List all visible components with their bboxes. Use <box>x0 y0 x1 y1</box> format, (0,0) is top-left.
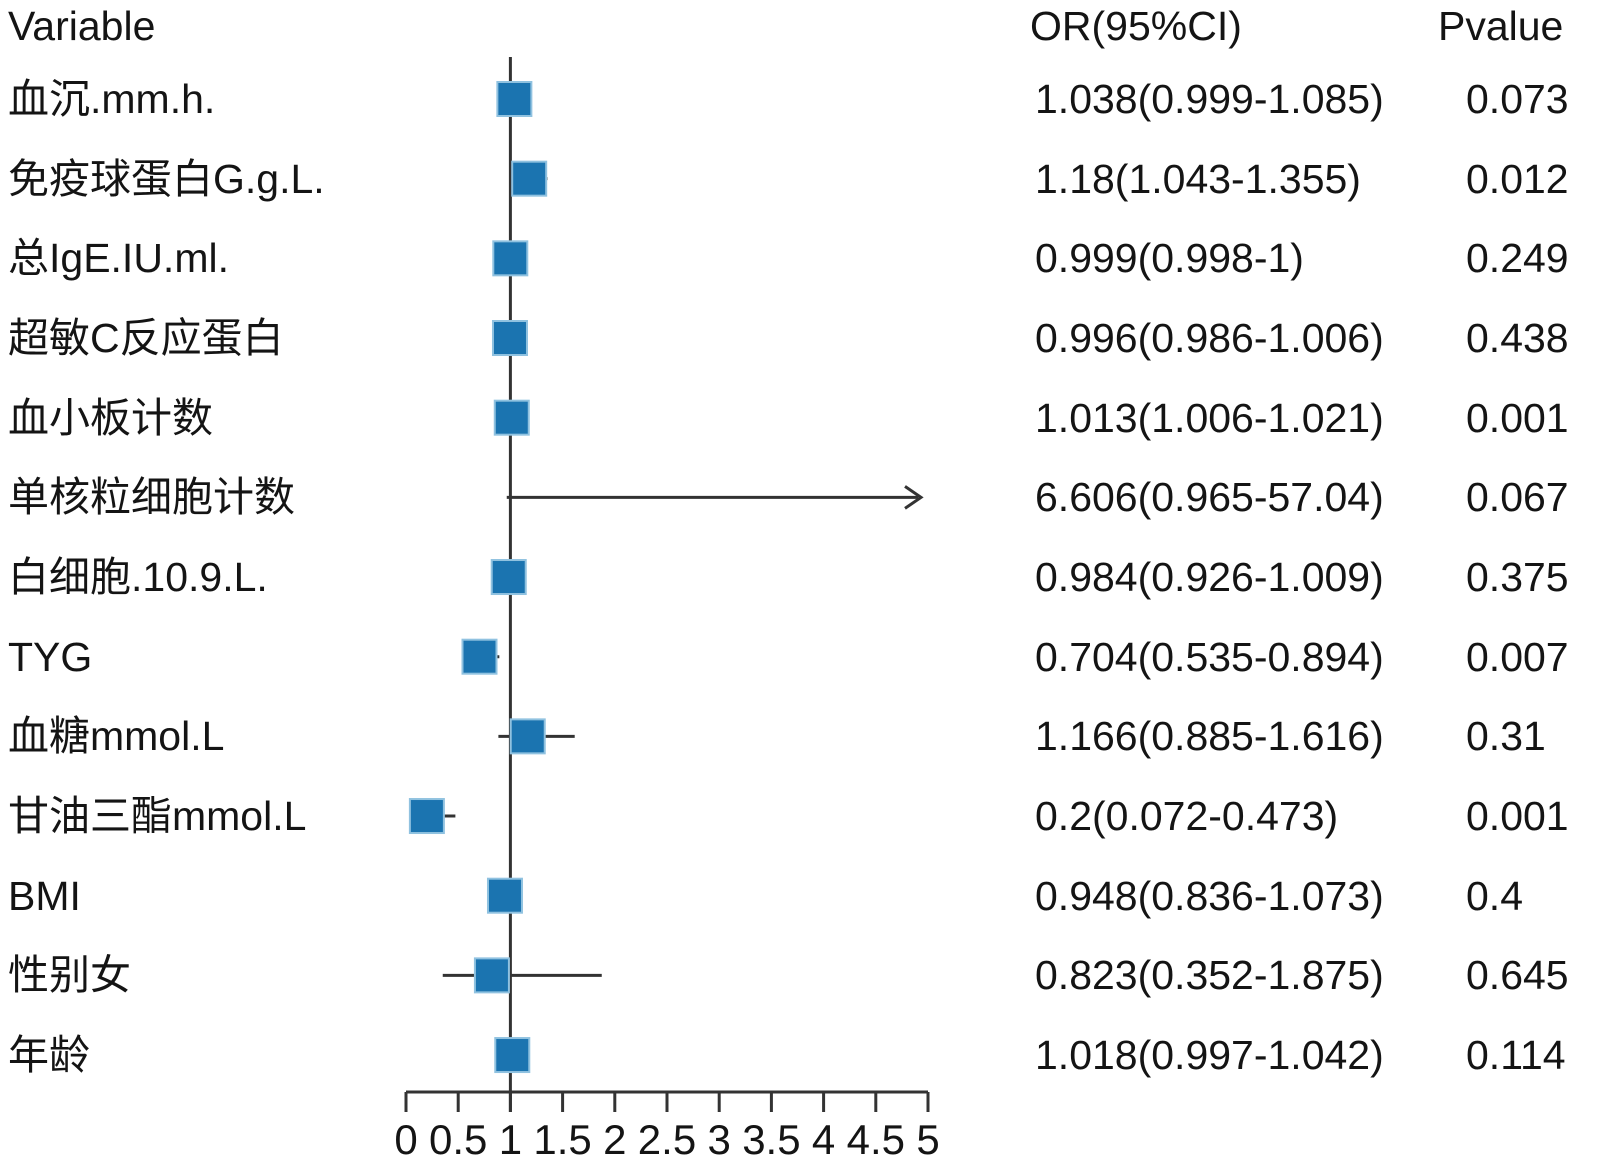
pvalue-value: 0.4 <box>1466 872 1523 919</box>
x-axis-tick-label: 5 <box>916 1116 940 1163</box>
column-header-pvalue: Pvalue <box>1438 3 1564 49</box>
or-ci-value: 0.948(0.836-1.073) <box>1035 872 1384 919</box>
row-label: 甘油三酯mmol.L <box>8 793 307 840</box>
pvalue-value: 0.001 <box>1466 793 1569 840</box>
x-axis-tick-label: 0.5 <box>428 1116 488 1163</box>
x-axis-tick-label: 1.5 <box>533 1116 592 1163</box>
pvalue-value: 0.375 <box>1466 554 1569 601</box>
pvalue-value: 0.31 <box>1466 713 1546 760</box>
row-label: 单核粒细胞计数 <box>8 474 295 521</box>
column-header-variable: Variable <box>8 3 156 49</box>
x-axis-tick-label: 1 <box>498 1116 523 1163</box>
arrow-head-icon <box>904 485 924 510</box>
or-square <box>509 718 546 755</box>
x-axis-tick-label: 2 <box>603 1116 627 1163</box>
or-square <box>491 320 528 357</box>
x-axis-tick-label: 4 <box>811 1116 836 1163</box>
or-ci-value: 0.996(0.986-1.006) <box>1035 315 1384 361</box>
or-square <box>493 399 530 436</box>
row-label: 免疫球蛋白G.g.L. <box>8 155 325 202</box>
x-axis-tick-label: 3.5 <box>742 1116 801 1163</box>
pvalue-value: 0.007 <box>1466 633 1569 680</box>
or-square <box>490 559 527 596</box>
x-axis-tick-label: 4.5 <box>846 1116 905 1163</box>
row-label: 年龄 <box>8 1032 90 1079</box>
row-label: 超敏C反应蛋白 <box>8 315 284 361</box>
or-ci-value: 0.999(0.998-1) <box>1035 235 1304 282</box>
row-label: 血糖mmol.L <box>8 713 225 760</box>
or-square <box>492 240 529 277</box>
or-square <box>473 957 510 994</box>
row-label: BMI <box>8 872 81 919</box>
pvalue-value: 0.001 <box>1466 394 1569 441</box>
x-axis-tick-label: 0 <box>394 1116 418 1163</box>
row-label: 性别女 <box>8 952 131 999</box>
pvalue-value: 0.438 <box>1466 315 1569 361</box>
pvalue-value: 0.073 <box>1466 76 1569 122</box>
or-ci-value: 0.2(0.072-0.473) <box>1035 793 1339 840</box>
or-ci-value: 0.823(0.352-1.875) <box>1035 952 1384 999</box>
column-header-or: OR(95%CI) <box>1030 3 1242 49</box>
or-ci-value: 6.606(0.965-57.04) <box>1035 474 1384 521</box>
x-axis-tick-label: 2.5 <box>637 1116 697 1163</box>
pvalue-value: 0.012 <box>1466 155 1569 202</box>
row-label: 总IgE.IU.ml. <box>8 235 229 282</box>
row-label: 血沉.mm.h. <box>8 76 216 122</box>
row-label: TYG <box>8 633 93 680</box>
or-ci-value: 1.018(0.997-1.042) <box>1035 1032 1384 1079</box>
or-ci-value: 1.013(1.006-1.021) <box>1035 394 1384 441</box>
pvalue-value: 0.249 <box>1466 235 1569 282</box>
or-square <box>461 638 498 675</box>
or-ci-value: 0.704(0.535-0.894) <box>1035 633 1384 680</box>
or-ci-value: 1.18(1.043-1.355) <box>1035 155 1361 202</box>
pvalue-value: 0.645 <box>1466 952 1569 999</box>
pvalue-value: 0.114 <box>1466 1032 1566 1079</box>
or-square <box>486 877 523 914</box>
or-square <box>408 798 445 835</box>
or-ci-value: 1.166(0.885-1.616) <box>1035 713 1384 760</box>
or-square <box>511 160 548 197</box>
or-square <box>494 1037 531 1074</box>
row-label: 血小板计数 <box>8 394 213 441</box>
row-label: 白细胞.10.9.L. <box>8 554 268 601</box>
or-square <box>496 81 533 117</box>
or-ci-value: 0.984(0.926-1.009) <box>1035 554 1384 601</box>
x-axis-tick-label: 3 <box>707 1116 731 1163</box>
pvalue-value: 0.067 <box>1466 474 1569 521</box>
or-ci-value: 1.038(0.999-1.085) <box>1035 76 1384 122</box>
